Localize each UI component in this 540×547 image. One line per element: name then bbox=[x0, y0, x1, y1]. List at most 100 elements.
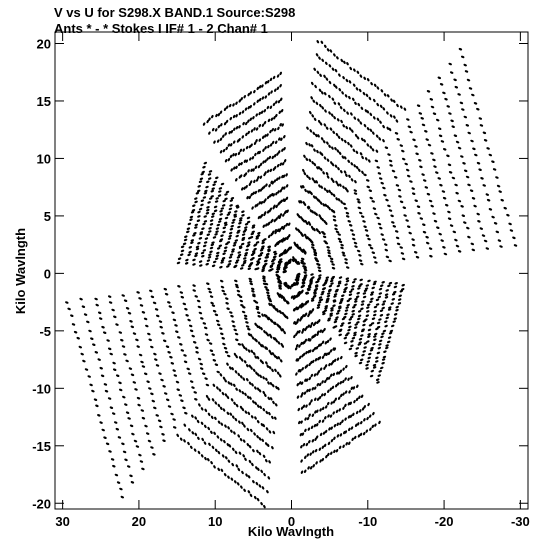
uv-point bbox=[229, 412, 233, 416]
uv-point bbox=[357, 102, 361, 107]
uv-point bbox=[348, 390, 351, 394]
uv-point bbox=[203, 441, 207, 445]
uv-point bbox=[447, 163, 452, 167]
uv-point bbox=[301, 353, 304, 358]
uv-point bbox=[299, 432, 303, 437]
uv-point bbox=[405, 219, 409, 222]
uv-point bbox=[235, 387, 238, 391]
uv-point bbox=[229, 154, 233, 159]
uv-point bbox=[435, 118, 440, 122]
uv-point bbox=[298, 329, 301, 334]
uv-point bbox=[343, 108, 346, 113]
uv-point bbox=[205, 211, 210, 215]
uv-point bbox=[250, 415, 254, 419]
uv-point bbox=[253, 127, 256, 131]
uv-point bbox=[467, 131, 471, 135]
uv-point bbox=[230, 382, 233, 386]
uv-point bbox=[506, 213, 510, 217]
uv-point bbox=[247, 332, 251, 337]
uv-point bbox=[249, 333, 253, 337]
uv-point bbox=[217, 124, 221, 129]
uv-point bbox=[442, 246, 446, 249]
uv-point bbox=[377, 346, 382, 350]
uv-point bbox=[339, 183, 342, 187]
uv-point bbox=[257, 215, 261, 220]
uv-point bbox=[313, 253, 318, 257]
uv-point bbox=[344, 417, 347, 421]
uv-point bbox=[250, 232, 255, 236]
x-tick-label: 10 bbox=[208, 514, 222, 529]
y-axis-label: Kilo Wavlngth bbox=[13, 228, 28, 314]
uv-point bbox=[112, 368, 117, 371]
x-axis-label: Kilo Wavlngth bbox=[248, 524, 334, 539]
uv-point bbox=[231, 250, 235, 253]
uv-point bbox=[284, 237, 287, 241]
uv-point bbox=[114, 473, 119, 477]
uv-point bbox=[187, 318, 191, 322]
uv-point bbox=[221, 289, 225, 293]
uv-point bbox=[244, 226, 248, 229]
uv-point bbox=[311, 210, 314, 214]
uv-point bbox=[135, 445, 140, 448]
uv-point bbox=[350, 178, 354, 182]
uv-point bbox=[377, 374, 381, 377]
uv-point bbox=[261, 96, 265, 100]
uv-point bbox=[266, 133, 269, 137]
uv-point bbox=[320, 137, 324, 141]
uv-point bbox=[218, 187, 223, 190]
uv-point bbox=[198, 207, 203, 211]
uv-point bbox=[338, 151, 342, 155]
uv-point bbox=[252, 191, 255, 195]
uv-point bbox=[223, 107, 227, 112]
uv-point bbox=[358, 88, 362, 93]
uv-point bbox=[474, 153, 478, 157]
uv-point bbox=[172, 418, 176, 421]
uv-point bbox=[496, 184, 501, 188]
uv-point bbox=[267, 396, 271, 401]
uv-point bbox=[329, 414, 333, 418]
uv-point bbox=[151, 399, 156, 403]
uv-point bbox=[321, 445, 325, 449]
uv-point bbox=[217, 112, 221, 117]
uv-point bbox=[345, 215, 350, 218]
uv-point bbox=[330, 113, 334, 117]
uv-point bbox=[254, 190, 258, 195]
uv-point bbox=[196, 189, 201, 193]
uv-point bbox=[370, 369, 375, 373]
uv-point bbox=[343, 60, 346, 64]
uv-point bbox=[332, 399, 336, 404]
uv-point bbox=[208, 230, 212, 233]
uv-point bbox=[395, 308, 399, 312]
uv-point bbox=[211, 398, 215, 402]
uv-point bbox=[243, 94, 246, 99]
uv-point bbox=[316, 40, 320, 44]
uv-point bbox=[153, 352, 157, 356]
uv-point bbox=[228, 256, 233, 259]
uv-point bbox=[311, 335, 314, 339]
uv-point bbox=[318, 296, 323, 299]
uv-point bbox=[87, 375, 91, 378]
uv-point bbox=[277, 260, 282, 263]
uv-point bbox=[317, 357, 320, 361]
uv-point bbox=[344, 261, 348, 265]
uv-point bbox=[428, 247, 433, 250]
uv-point bbox=[238, 219, 243, 222]
uv-point bbox=[206, 233, 211, 236]
uv-point bbox=[322, 312, 326, 316]
uv-point bbox=[192, 258, 196, 262]
uv-point bbox=[419, 165, 423, 169]
uv-point bbox=[359, 432, 363, 437]
uv-point bbox=[432, 158, 436, 162]
uv-point bbox=[263, 211, 267, 215]
uv-point bbox=[387, 308, 392, 311]
uv-point bbox=[244, 252, 249, 255]
uv-point bbox=[373, 338, 377, 341]
uv-point bbox=[314, 84, 317, 89]
uv-point bbox=[342, 202, 346, 206]
uv-point bbox=[360, 307, 364, 311]
uv-point bbox=[158, 372, 162, 375]
uv-point bbox=[319, 432, 323, 437]
uv-point bbox=[244, 317, 248, 320]
uv-point bbox=[266, 252, 270, 256]
uv-point bbox=[215, 254, 220, 258]
